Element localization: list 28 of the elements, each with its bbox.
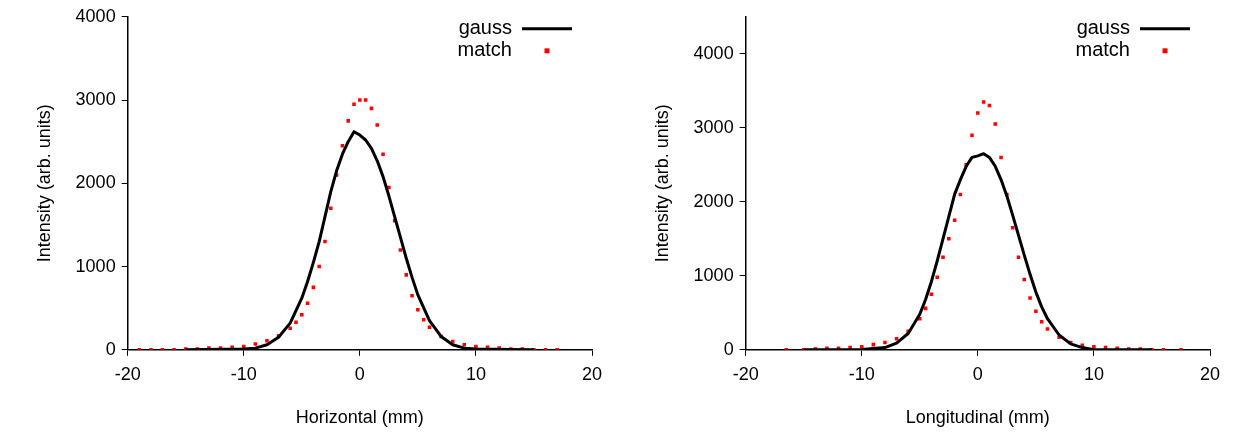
y-tick-label: 4000 bbox=[693, 42, 734, 63]
x-tick-label: -20 bbox=[732, 363, 759, 384]
y-tick-label: 3000 bbox=[75, 89, 116, 110]
legend-label: match bbox=[1075, 38, 1130, 61]
y-tick-label: 3000 bbox=[693, 116, 734, 137]
y-tick-label: 2000 bbox=[75, 172, 116, 193]
legend-label: gauss bbox=[1076, 16, 1130, 39]
y-tick-label: 1000 bbox=[693, 264, 734, 285]
x-axis-title: Longitudinal (mm) bbox=[905, 407, 1050, 428]
x-tick-label: 20 bbox=[581, 363, 603, 384]
y-tick-label: 1000 bbox=[75, 255, 116, 276]
x-axis-title: Horizontal (mm) bbox=[295, 407, 424, 428]
x-tick-label: 0 bbox=[972, 363, 983, 384]
x-tick-label: -10 bbox=[848, 363, 875, 384]
x-tick-label: 10 bbox=[1083, 363, 1104, 384]
y-axis-title: Intensity (arb. units) bbox=[651, 104, 672, 263]
x-tick-label: 10 bbox=[465, 363, 486, 384]
y-tick-label: 0 bbox=[105, 338, 116, 359]
x-tick-label: -10 bbox=[230, 363, 257, 384]
x-tick-label: 20 bbox=[1199, 363, 1221, 384]
y-tick-label: 4000 bbox=[75, 5, 116, 26]
y-tick-label: 0 bbox=[723, 338, 734, 359]
y-tick-label: 2000 bbox=[693, 190, 734, 211]
legend-label: match bbox=[457, 38, 512, 61]
x-tick-label: 0 bbox=[354, 363, 365, 384]
x-tick-label: -20 bbox=[114, 363, 141, 384]
y-axis-title: Intensity (arb. units) bbox=[33, 104, 54, 263]
legend-label: gauss bbox=[458, 16, 512, 39]
